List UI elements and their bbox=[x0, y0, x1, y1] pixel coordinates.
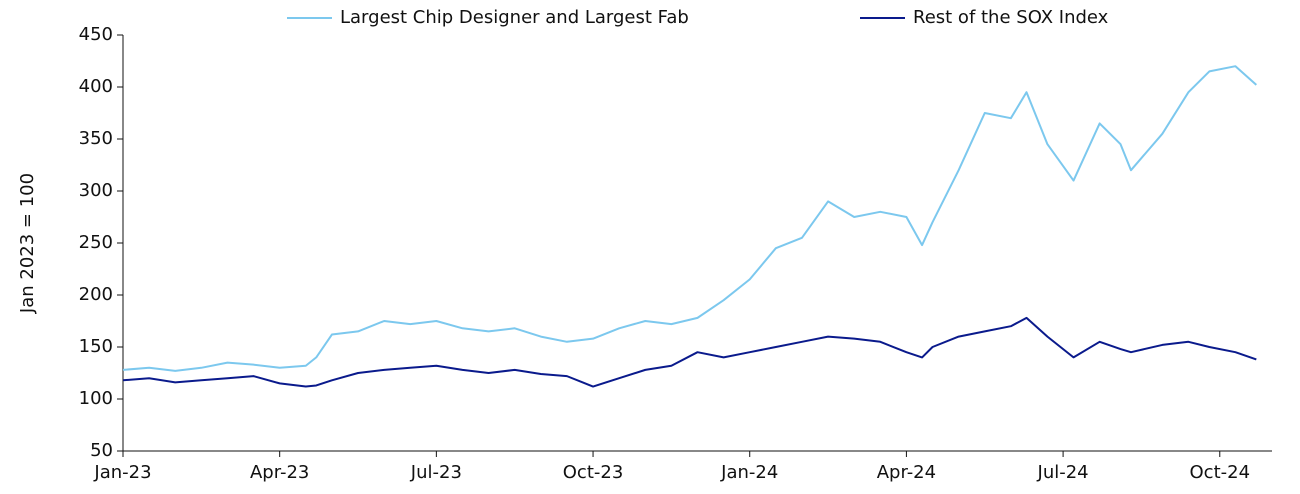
y-tick-label: 250 bbox=[79, 232, 113, 253]
x-tick-label: Apr-23 bbox=[250, 462, 309, 483]
x-tick-label: Oct-24 bbox=[1190, 462, 1251, 483]
y-tick-label: 450 bbox=[79, 24, 113, 45]
y-tick-label: 300 bbox=[79, 180, 113, 201]
y-tick-label: 400 bbox=[79, 76, 113, 97]
series-line bbox=[122, 65, 1257, 372]
x-tick-label: Jan-24 bbox=[720, 462, 778, 483]
x-tick-label: Jul-24 bbox=[1037, 462, 1089, 483]
y-axis-label: Jan 2023 = 100 bbox=[17, 173, 38, 314]
legend-label: Rest of the SOX Index bbox=[913, 7, 1109, 28]
x-tick-label: Jul-23 bbox=[410, 462, 462, 483]
y-tick-label: 200 bbox=[79, 284, 113, 305]
y-tick-label: 350 bbox=[79, 128, 113, 149]
x-tick-label: Apr-24 bbox=[877, 462, 936, 483]
y-tick-label: 150 bbox=[79, 336, 113, 357]
y-tick-label: 50 bbox=[90, 440, 113, 461]
series-line bbox=[122, 316, 1257, 388]
x-tick-label: Jan-23 bbox=[93, 462, 151, 483]
y-tick-label: 100 bbox=[79, 388, 113, 409]
legend-label: Largest Chip Designer and Largest Fab bbox=[340, 7, 689, 28]
x-tick-label: Oct-23 bbox=[563, 462, 624, 483]
